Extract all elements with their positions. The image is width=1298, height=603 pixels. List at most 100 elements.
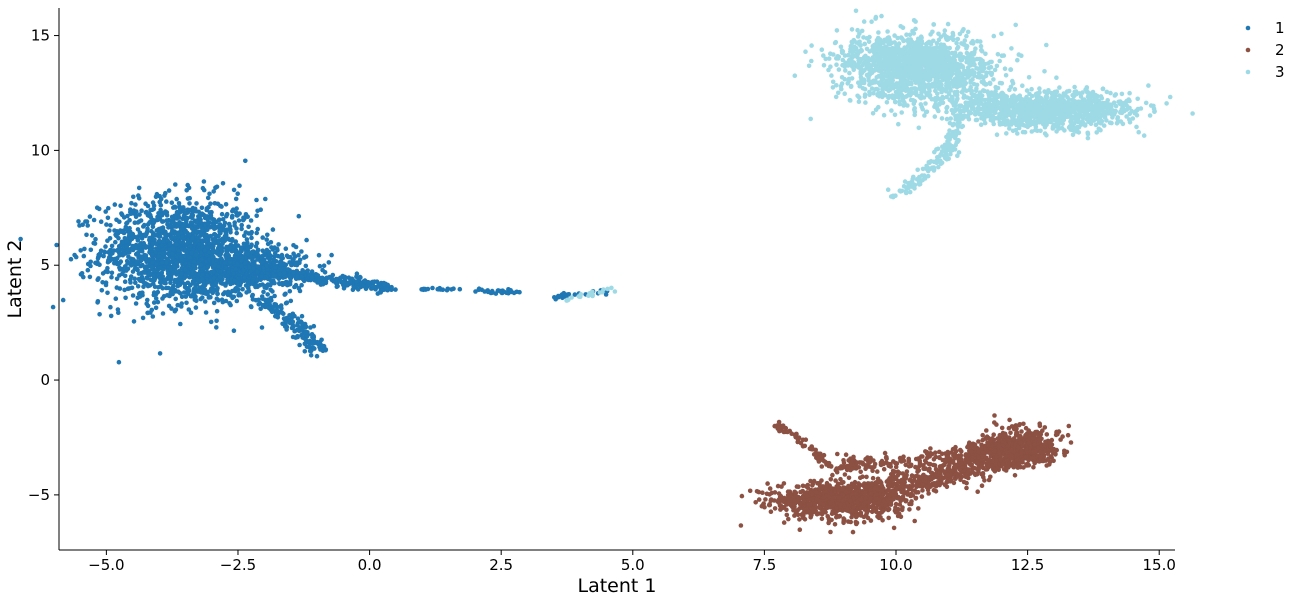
data-point	[254, 240, 260, 246]
data-point	[222, 220, 228, 226]
data-point	[178, 206, 183, 212]
data-point	[282, 324, 288, 329]
data-point	[124, 267, 129, 273]
data-point	[271, 257, 277, 262]
data-point	[219, 237, 224, 243]
data-point	[171, 205, 176, 210]
data-point	[293, 282, 299, 288]
data-point	[289, 325, 295, 331]
data-point	[95, 300, 100, 305]
data-point	[72, 252, 77, 258]
data-point	[293, 260, 298, 266]
data-point	[211, 288, 216, 294]
data-point	[864, 510, 869, 516]
data-point	[907, 483, 912, 489]
data-point	[183, 247, 188, 252]
data-point	[334, 284, 340, 290]
data-point	[920, 454, 925, 459]
data-point	[232, 248, 238, 254]
data-point	[924, 449, 930, 455]
data-point	[194, 201, 199, 206]
data-point	[97, 312, 102, 317]
data-point	[187, 261, 192, 266]
data-point	[211, 222, 217, 228]
data-point	[174, 210, 180, 215]
data-point	[155, 289, 161, 295]
data-point	[869, 465, 874, 470]
data-point	[861, 514, 867, 520]
data-point	[1037, 437, 1042, 443]
data-point	[999, 425, 1005, 431]
data-point	[756, 489, 762, 495]
data-point	[1017, 422, 1023, 427]
data-point	[846, 475, 852, 481]
data-point	[848, 519, 853, 525]
data-point	[248, 304, 254, 309]
data-point	[179, 301, 184, 306]
data-point	[979, 445, 984, 451]
data-point	[171, 270, 176, 275]
data-point	[185, 196, 191, 201]
data-point	[832, 495, 837, 500]
data-point	[747, 488, 753, 494]
data-point	[891, 525, 897, 531]
data-point	[316, 252, 322, 258]
data-point	[969, 449, 974, 455]
data-point	[223, 298, 229, 304]
data-point	[795, 436, 801, 442]
data-point	[813, 490, 819, 495]
data-point	[126, 254, 131, 259]
data-point	[239, 226, 244, 232]
data-point	[378, 290, 384, 295]
data-point	[927, 482, 932, 487]
data-point	[875, 487, 880, 493]
data-point	[197, 212, 203, 218]
data-point	[91, 217, 97, 223]
data-point	[220, 241, 225, 246]
data-point	[848, 498, 853, 504]
data-point	[974, 466, 979, 472]
data-point	[207, 270, 213, 276]
data-point	[899, 483, 905, 488]
data-point	[113, 296, 119, 302]
data-point	[780, 423, 786, 429]
data-point	[302, 349, 308, 354]
data-point	[174, 269, 180, 275]
data-point	[1023, 425, 1029, 431]
data-point	[976, 454, 981, 460]
data-point	[118, 229, 124, 234]
data-point	[214, 308, 220, 314]
data-point	[184, 300, 189, 306]
data-point	[249, 249, 255, 255]
data-point	[937, 476, 942, 482]
data-point	[1066, 423, 1072, 429]
data-point	[234, 298, 240, 304]
data-point	[936, 481, 941, 486]
data-point	[389, 284, 394, 290]
data-point	[202, 299, 208, 304]
data-point	[138, 218, 144, 223]
data-point	[1031, 449, 1037, 454]
data-point	[131, 194, 136, 200]
data-point	[122, 279, 128, 285]
data-point	[800, 483, 806, 489]
data-point	[272, 293, 277, 299]
data-point	[974, 472, 980, 477]
data-point	[271, 304, 276, 310]
data-point	[1064, 449, 1070, 455]
data-point	[237, 183, 242, 188]
data-point	[863, 490, 868, 495]
data-point	[866, 500, 872, 505]
data-point	[85, 223, 90, 228]
data-point	[826, 518, 832, 524]
data-point	[243, 158, 248, 164]
data-point	[901, 454, 906, 460]
data-point	[321, 263, 327, 269]
data-point	[168, 266, 173, 272]
data-point	[108, 313, 114, 319]
data-point	[200, 295, 205, 300]
data-point	[169, 230, 174, 236]
data-point	[103, 244, 108, 249]
data-point	[996, 443, 1002, 449]
data-point	[224, 237, 229, 242]
